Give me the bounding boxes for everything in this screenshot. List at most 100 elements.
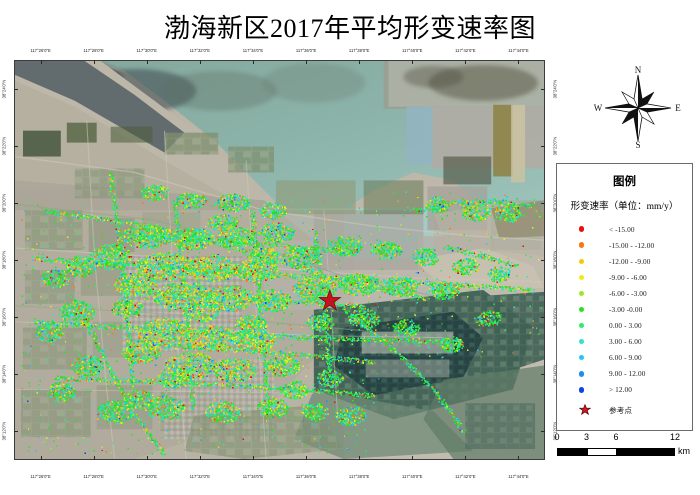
insar-point [359,393,361,395]
insar-point [169,229,172,232]
insar-point [131,221,133,223]
insar-point [493,287,495,289]
insar-point [438,340,441,342]
insar-point [108,362,110,365]
insar-point [121,381,123,384]
insar-point [117,226,120,228]
insar-point [307,249,309,252]
insar-point [258,309,260,311]
insar-point [227,296,230,299]
insar-point [118,227,121,229]
insar-point [268,351,270,353]
insar-point [187,383,190,385]
insar-point [104,326,106,329]
insar-point [418,298,420,300]
insar-point [147,263,149,266]
insar-point [90,259,92,261]
insar-point [187,352,190,354]
insar-point [183,291,185,293]
insar-point [279,350,282,353]
insar-point [340,356,342,358]
insar-point [184,277,186,279]
insar-point [74,212,77,215]
insar-point [185,328,187,331]
insar-point [323,388,325,391]
insar-point [260,271,263,274]
insar-point [331,278,333,280]
insar-point [387,340,390,342]
insar-point [353,395,355,397]
insar-point [113,328,116,330]
insar-point [326,333,329,335]
insar-point [124,287,126,289]
insar-point [188,352,191,355]
insar-point [328,278,330,280]
insar-point [90,378,93,381]
insar-point [332,389,335,392]
insar-point [314,229,317,232]
insar-point [348,252,350,255]
insar-point [232,347,235,349]
insar-point [307,247,310,249]
insar-point [155,224,158,226]
insar-point [313,273,316,275]
insar-point [376,338,379,340]
insar-point [324,331,326,333]
insar-point [330,250,333,252]
insar-point [253,251,255,253]
insar-point [92,379,94,381]
insar-point [221,386,224,388]
insar-point [143,381,146,383]
insar-point [74,299,76,301]
insar-point [116,206,118,208]
insar-point [186,322,189,324]
insar-point [54,259,56,261]
insar-point [314,354,316,356]
insar-point [121,394,123,396]
insar-point [342,250,344,253]
insar-point [177,220,180,223]
insar-point [260,384,263,386]
map-view[interactable] [14,60,545,460]
insar-point [422,341,424,344]
insar-point [413,342,415,344]
insar-point [329,354,331,357]
insar-point [103,217,106,219]
insar-point [184,345,187,347]
insar-point [327,359,330,362]
insar-point [396,340,399,343]
insar-point [242,334,245,337]
insar-point [219,346,222,348]
insar-point [135,381,137,383]
insar-point [103,219,106,221]
insar-point [133,372,135,374]
insar-point [261,359,264,361]
insar-point [383,278,385,280]
insar-point [362,324,365,327]
insar-point [378,335,380,337]
insar-point [368,362,370,365]
insar-point [315,354,318,356]
insar-point [416,340,419,343]
insar-point [229,246,231,249]
insar-point [309,390,311,393]
insar-point [59,258,62,261]
insar-point [177,345,180,348]
insar-point [358,339,360,342]
insar-point [327,367,330,370]
insar-point [417,341,420,343]
insar-point [120,242,122,245]
insar-point [284,273,287,276]
insar-point [429,280,431,283]
insar-point [238,249,241,252]
insar-point [263,382,266,384]
insar-point [118,386,121,389]
insar-point [111,196,113,199]
insar-point [290,338,293,340]
insar-point [118,218,121,221]
insar-point [303,334,305,337]
insar-point [192,397,195,399]
insar-point [123,220,126,223]
insar-point [117,239,119,242]
insar-point [268,384,270,387]
